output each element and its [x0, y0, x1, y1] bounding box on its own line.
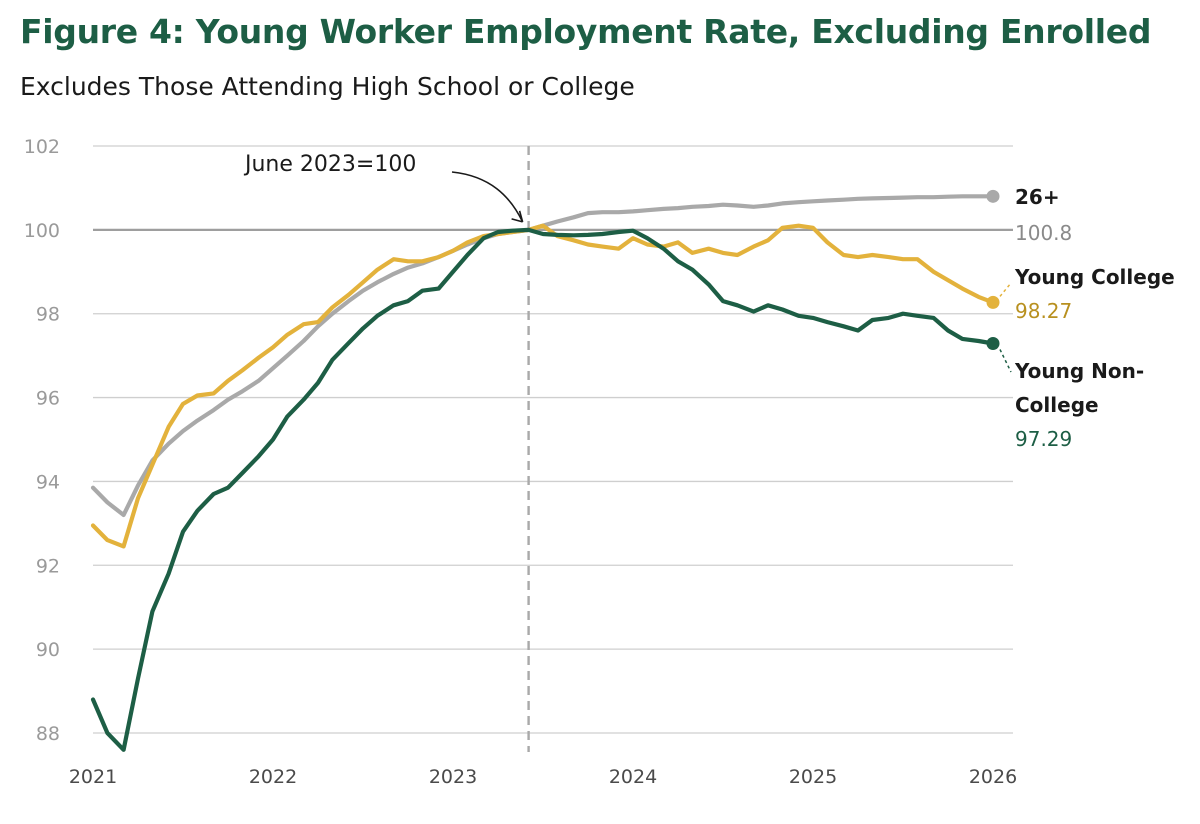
series-end-value: 97.29	[1015, 427, 1072, 451]
series-end-value: 98.27	[1015, 299, 1072, 323]
x-tick-label: 2023	[429, 766, 477, 788]
series-layer	[90, 189, 1000, 752]
series-label: Young College	[1014, 265, 1175, 289]
label-leader	[999, 282, 1012, 297]
y-tick-label: 96	[36, 388, 60, 410]
x-tick-label: 2026	[969, 766, 1017, 788]
series-line	[90, 223, 996, 549]
end-label-layer: 26+ 100.8 Young College 98.27 Young Non-Coll…	[999, 185, 1175, 451]
y-tick-label: 90	[36, 639, 60, 661]
y-tick-label: 98	[36, 304, 60, 326]
series-line	[90, 194, 996, 518]
x-tick-label: 2024	[609, 766, 657, 788]
x-tick-label: 2025	[789, 766, 837, 788]
annotation-arrowhead	[511, 210, 524, 223]
series-end-marker	[986, 336, 1000, 350]
chart-subtitle: Excludes Those Attending High School or …	[20, 72, 635, 101]
reference-layer: June 2023=100	[243, 146, 530, 752]
series-label: Young Non-College	[1014, 359, 1144, 417]
annotation-label: June 2023=100	[243, 152, 416, 177]
x-tick-label: 2022	[249, 766, 297, 788]
y-tick-label: 88	[36, 723, 60, 745]
y-tick-label: 102	[24, 136, 60, 158]
series-line	[90, 227, 996, 752]
x-axis-ticks: 2021 2022 2023 2024 2025 2026	[69, 766, 1017, 788]
y-tick-label: 100	[24, 220, 60, 242]
label-leader	[999, 349, 1012, 373]
y-tick-label: 94	[36, 471, 60, 493]
annotation-arrow	[451, 171, 524, 223]
x-tick-label: 2021	[69, 766, 117, 788]
series-label: 26+	[1015, 185, 1060, 209]
chart-title: Figure 4: Young Worker Employment Rate, …	[20, 12, 1152, 51]
series-end-marker	[986, 189, 1000, 203]
y-axis-ticks: 88 90 92 94 96 98 100 102	[24, 136, 60, 745]
y-tick-label: 92	[36, 555, 60, 577]
series-end-value: 100.8	[1015, 221, 1072, 245]
grid-layer	[93, 145, 1013, 734]
series-end-marker	[986, 295, 1000, 309]
